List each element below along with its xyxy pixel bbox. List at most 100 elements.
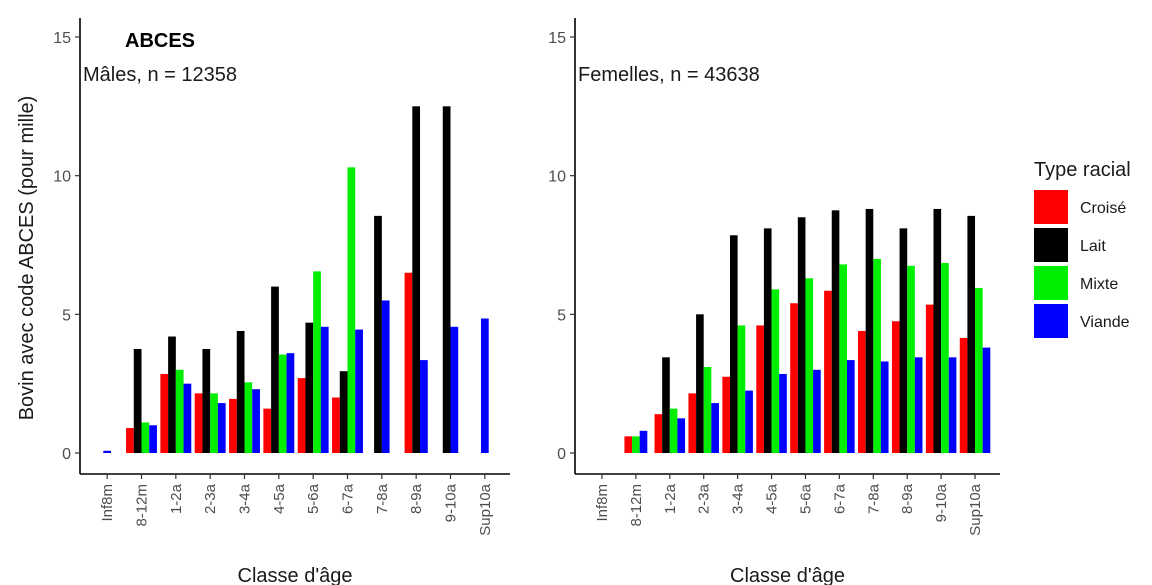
bar-lait-7-8a — [374, 215, 382, 453]
bar-lait-8-12m — [133, 349, 142, 453]
y-tick-label: 15 — [548, 30, 566, 47]
x-axis-title: Classe d'âge — [238, 565, 353, 585]
bar-mixte-4-5a — [278, 354, 287, 453]
legend-swatch-lait — [1034, 228, 1068, 262]
bar-viande-5-6a — [320, 326, 329, 453]
x-tick-label: 8-12m — [628, 484, 645, 527]
bar-mixte-5-6a — [805, 278, 814, 453]
bar-croise-1-2a — [654, 414, 663, 453]
bar-mixte-8-12m — [632, 436, 640, 453]
x-tick-label: 3-4a — [237, 483, 254, 514]
x-tick-label: 5-6a — [797, 483, 814, 514]
bar-mixte-3-4a — [737, 325, 746, 453]
bar-viande-8-12m — [149, 425, 157, 453]
bar-croise-5-6a — [297, 378, 306, 453]
panel-2: 0 5 10 15 Inf8m 8-12m 1-2a 2-3a 3-4a 4-5a 5-6a 6-7a… — [548, 18, 1000, 585]
bar-mixte-8-12m — [141, 422, 150, 453]
bar-mixte-2-3a — [210, 393, 218, 453]
bar-viande-Sup10a — [982, 347, 991, 453]
bar-lait-4-5a — [763, 228, 772, 453]
bar-mixte-Sup10a — [975, 287, 983, 453]
bar-viande-6-7a — [847, 360, 855, 453]
bar-croise-8-9a — [891, 321, 900, 453]
bar-lait-5-6a — [305, 322, 314, 453]
bar-viande-4-5a — [286, 353, 295, 453]
bar-croise-7-8a — [858, 330, 866, 453]
bar-croise-2-3a — [194, 393, 203, 453]
bar-croise-3-4a — [229, 398, 237, 453]
y-tick-label: 10 — [53, 169, 71, 186]
bar-mixte-9-10a — [941, 263, 949, 453]
x-tick-label: Inf8m — [99, 484, 116, 522]
bar-croise-8-12m — [126, 428, 134, 453]
bar-mixte-2-3a — [703, 367, 712, 453]
legend: Type racial Croisé Lait Mixte Viande — [1034, 159, 1131, 338]
bar-viande-8-12m — [639, 430, 648, 453]
x-tick-label: 6-7a — [831, 483, 848, 514]
x-tick-label: 7-8a — [374, 483, 391, 514]
bar-croise-6-7a — [824, 290, 832, 453]
bar-mixte-5-6a — [313, 271, 321, 453]
x-tick-label: Sup10a — [477, 483, 494, 535]
y-tick-label: 15 — [53, 30, 71, 47]
legend-swatch-viande — [1034, 304, 1068, 338]
x-tick-label: 8-12m — [134, 484, 151, 527]
panel-label: Mâles, n = 12358 — [83, 64, 237, 86]
bar-croise-5-6a — [790, 303, 798, 453]
legend-swatch-croise — [1034, 190, 1068, 224]
bar-mixte-8-9a — [907, 265, 915, 453]
y-tick-label: 10 — [548, 169, 566, 186]
legend-label-viande: Viande — [1080, 314, 1130, 331]
bar-lait-3-4a — [236, 330, 245, 453]
bar-viande-7-8a — [381, 300, 390, 453]
bar-viande-8-9a — [420, 360, 428, 453]
bar-croise-4-5a — [263, 408, 272, 453]
x-tick-label: Sup10a — [967, 483, 984, 535]
bar-mixte-1-2a — [175, 369, 184, 453]
bar-croise-8-12m — [624, 436, 633, 453]
bar-viande-6-7a — [355, 329, 363, 453]
bar-viande-9-10a — [948, 357, 957, 453]
x-tick-label: 2-3a — [696, 483, 713, 514]
bar-viande-3-4a — [745, 390, 753, 453]
bar-lait-6-7a — [339, 371, 348, 453]
x-tick-label: 7-8a — [865, 483, 882, 514]
bar-lait-1-2a — [662, 357, 670, 453]
x-tick-label: 2-3a — [202, 483, 219, 514]
bar-lait-8-9a — [899, 228, 908, 453]
chart-title: ABCES — [125, 30, 195, 52]
x-tick-label: 1-2a — [168, 483, 185, 514]
bar-lait-5-6a — [797, 217, 806, 453]
bar-viande-1-2a — [677, 418, 686, 453]
bar-viande-2-3a — [711, 403, 719, 453]
bar-viande-Inf8m — [103, 450, 112, 453]
legend-label-croise: Croisé — [1080, 200, 1126, 217]
bar-lait-3-4a — [729, 235, 738, 453]
bar-viande-4-5a — [779, 373, 787, 453]
bar-lait-2-3a — [202, 349, 211, 453]
bar-lait-4-5a — [271, 286, 279, 453]
y-tick-label: 0 — [557, 446, 566, 463]
legend-label-lait: Lait — [1080, 238, 1106, 255]
legend-swatch-mixte — [1034, 266, 1068, 300]
x-axis-title: Classe d'âge — [730, 565, 845, 585]
legend-label-mixte: Mixte — [1080, 276, 1118, 293]
bar-lait-9-10a — [933, 208, 942, 453]
x-tick-label: 9-10a — [443, 483, 460, 522]
panel-label: Femelles, n = 43638 — [578, 64, 760, 86]
x-tick-label: 1-2a — [662, 483, 679, 514]
bar-croise-8-9a — [404, 272, 413, 453]
bar-croise-1-2a — [160, 373, 169, 453]
bar-viande-Sup10a — [480, 318, 489, 453]
x-tick-label: 4-5a — [764, 483, 781, 514]
panel-1: 0 5 10 15 Inf8m 8-12m 1-2a 2-3a 3-4a 4-5a 5-6a 6-7a… — [53, 18, 510, 585]
bar-viande-8-9a — [914, 357, 923, 453]
bar-viande-3-4a — [252, 389, 260, 453]
y-axis-title: Bovin avec code ABCES (pour mille) — [16, 96, 38, 421]
bar-mixte-3-4a — [244, 382, 253, 453]
bar-viande-7-8a — [880, 361, 889, 453]
bar-lait-7-8a — [865, 208, 874, 453]
x-tick-label: 8-9a — [899, 483, 916, 514]
bar-croise-Sup10a — [959, 337, 968, 453]
